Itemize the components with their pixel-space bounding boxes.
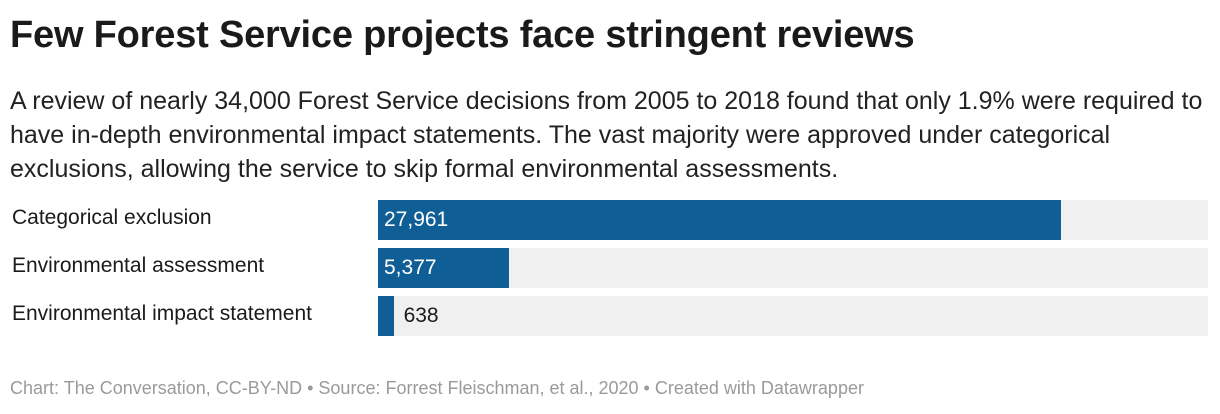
value-label: 638 <box>403 304 439 327</box>
chart-subtitle: A review of nearly 34,000 Forest Service… <box>10 87 1203 183</box>
bar-row: Categorical exclusion 27,961 <box>0 198 1220 240</box>
bar <box>378 200 1061 240</box>
bar-track: 27,961 <box>378 200 1208 240</box>
value-label: 5,377 <box>384 256 437 279</box>
bar <box>378 296 394 336</box>
chart-footer: Chart: The Conversation, CC-BY-ND • Sour… <box>10 378 864 398</box>
category-label: Environmental assessment <box>12 254 265 277</box>
category-label: Categorical exclusion <box>12 206 212 229</box>
bar-chart: Categorical exclusion 27,961 Environmental… <box>0 198 1220 348</box>
chart-title: Few Forest Service projects face stringe… <box>10 14 915 56</box>
category-label: Environmental impact statement <box>12 302 312 325</box>
bar <box>378 248 510 288</box>
value-label: 27,961 <box>384 208 449 231</box>
bar-track: 638 <box>378 296 1208 336</box>
bar-row: Environmental assessment 5,377 <box>0 246 1220 288</box>
bar-row: Environmental impact statement 638 <box>0 294 1220 336</box>
bar-track: 5,377 <box>378 248 1208 288</box>
